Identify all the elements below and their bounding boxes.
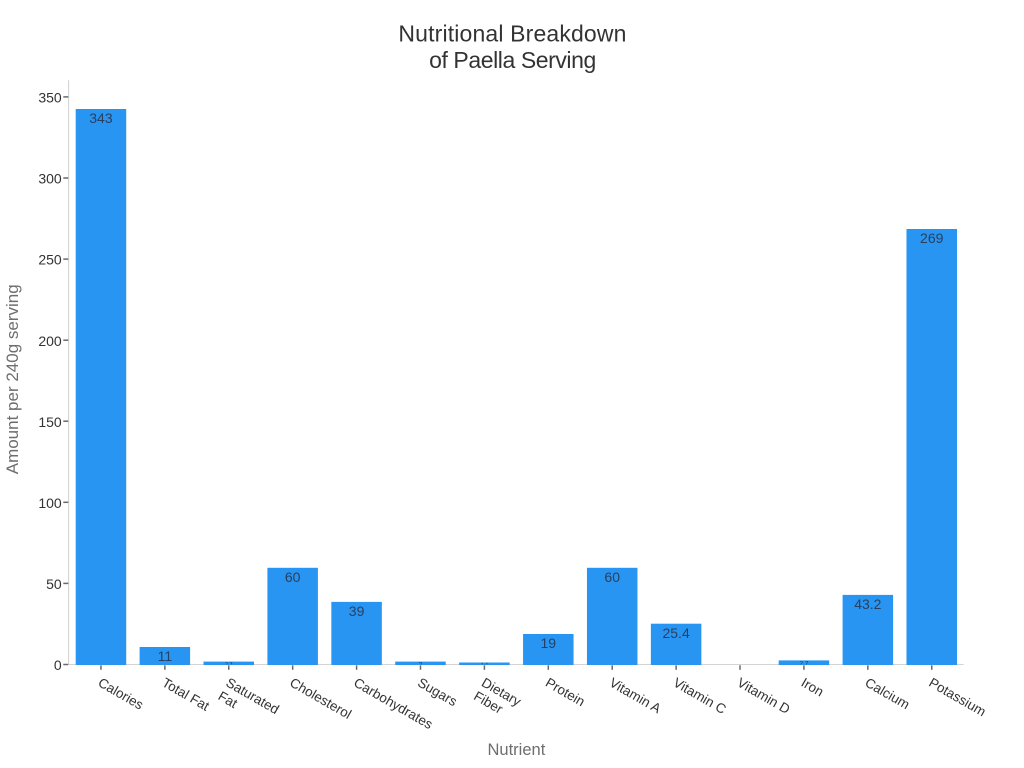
svg-text:2.7: 2.7	[799, 660, 808, 667]
svg-text:19: 19	[541, 635, 557, 651]
svg-text:43.2: 43.2	[854, 596, 881, 612]
svg-text:Nutritional Breakdown: Nutritional Breakdown	[398, 21, 626, 47]
svg-text:60: 60	[604, 569, 620, 585]
svg-text:25.4: 25.4	[662, 625, 689, 641]
svg-text:100: 100	[38, 495, 62, 511]
svg-text:269: 269	[920, 230, 944, 246]
svg-text:0: 0	[54, 657, 62, 673]
svg-text:343: 343	[89, 110, 113, 126]
svg-text:2.3: 2.3	[225, 662, 233, 668]
svg-text:350: 350	[38, 90, 62, 106]
svg-text:2: 2	[419, 662, 423, 669]
svg-text:Amount per 240g serving: Amount per 240g serving	[3, 284, 22, 474]
svg-text:50: 50	[46, 576, 62, 592]
svg-text:Nutrient: Nutrient	[488, 741, 546, 759]
svg-text:1.4: 1.4	[481, 662, 488, 668]
svg-text:39: 39	[349, 603, 365, 619]
svg-text:250: 250	[38, 252, 62, 268]
svg-text:60: 60	[285, 569, 301, 585]
svg-text:150: 150	[38, 414, 62, 430]
svg-text:11: 11	[158, 648, 173, 664]
svg-text:of Paella Serving: of Paella Serving	[429, 47, 596, 73]
svg-text:200: 200	[38, 333, 62, 349]
svg-text:300: 300	[38, 171, 62, 187]
